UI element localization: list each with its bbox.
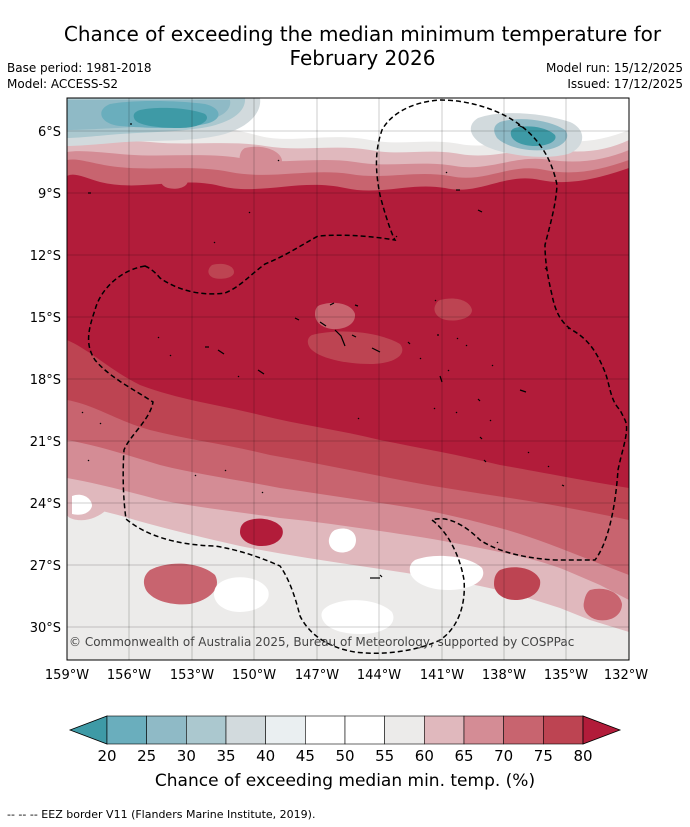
patch-south-75-a (143, 563, 218, 605)
colorbar-segment (265, 715, 306, 745)
patch-south-50-c (321, 600, 394, 634)
lon-tick-147w: 147°W (295, 668, 339, 683)
colorbar-segment (146, 715, 187, 745)
patch-south-80-a (240, 518, 283, 546)
colorbar-segment (384, 715, 425, 745)
lat-tick-24s: 24°S (30, 497, 61, 512)
colorbar-segment (503, 715, 544, 745)
patch-south-75-b (494, 567, 541, 600)
copyright-text: © Commonwealth of Australia 2025, Bureau… (69, 635, 574, 649)
right-metadata: Model run: 15/12/2025 Issued: 17/12/2025 (546, 60, 683, 92)
colorbar-tick-label: 70 (494, 747, 513, 765)
eez-border-west (87, 99, 628, 654)
patch-north-70-e (239, 146, 282, 173)
colorbar-segment (225, 715, 266, 745)
colorbar-tick-label: 40 (256, 747, 275, 765)
lon-tick-141w: 141°W (420, 668, 464, 683)
colorbar-tick-label: 25 (137, 747, 156, 765)
latitude-labels: 6°S 9°S 12°S 15°S 18°S 21°S 24°S 27°S 30… (30, 125, 61, 636)
colorbar (68, 715, 622, 745)
lon-tick-135w: 135°W (544, 668, 588, 683)
contour-north-east-20 (510, 126, 556, 146)
colorbar-segment (106, 715, 147, 745)
title-line-2: February 2026 (289, 46, 436, 70)
contour-north-west-20 (133, 107, 208, 128)
lat-tick-12s: 12°S (30, 249, 61, 264)
colorbar-tick-label: 75 (534, 747, 553, 765)
colorbar-tick-label: 50 (335, 747, 354, 765)
lon-tick-150w: 150°W (232, 668, 276, 683)
patch-south-70-c (583, 588, 622, 621)
map-frame (66, 97, 630, 661)
colorbar-segment (424, 715, 465, 745)
colorbar-extension-low (68, 715, 108, 745)
map-area (67, 98, 629, 660)
contour-south-west-55-blob (72, 494, 92, 515)
colorbar-extension-high (582, 715, 622, 745)
lon-tick-132w: 132°W (604, 668, 648, 683)
colorbar-tick-label: 45 (296, 747, 315, 765)
lon-tick-138w: 138°W (482, 668, 526, 683)
lat-tick-27s: 27°S (30, 559, 61, 574)
lon-tick-159w: 159°W (45, 668, 89, 683)
colorbar-segment (186, 715, 227, 745)
patch-center-75-d (434, 298, 472, 321)
colorbar-segment (305, 715, 346, 745)
lat-tick-21s: 21°S (30, 435, 61, 450)
lat-tick-6s: 6°S (38, 125, 61, 140)
lat-tick-30s: 30°S (30, 621, 61, 636)
model-name: Model: ACCESS-S2 (7, 77, 119, 91)
patch-south-50-a (328, 528, 356, 553)
lat-tick-18s: 18°S (30, 373, 61, 388)
colorbar-tick-label: 20 (97, 747, 116, 765)
colorbar-tick-label: 30 (177, 747, 196, 765)
lon-tick-156w: 156°W (107, 668, 151, 683)
colorbar-segment (543, 715, 584, 745)
colorbar-tick-label: 35 (216, 747, 235, 765)
colorbar-tick-label: 80 (573, 747, 592, 765)
colorbar-label: Chance of exceeding median min. temp. (%… (154, 771, 536, 791)
lon-tick-153w: 153°W (170, 668, 214, 683)
lat-tick-15s: 15°S (30, 311, 61, 326)
eez-legend-footer: -- -- -- EEZ border V11 (Flanders Marine… (7, 808, 316, 821)
colorbar-segment (463, 715, 504, 745)
base-period: Base period: 1981-2018 (7, 61, 152, 75)
left-metadata: Base period: 1981-2018 Model: ACCESS-S2 (7, 60, 152, 92)
patch-south-55-f (133, 635, 213, 660)
lon-tick-144w: 144°W (357, 668, 401, 683)
patch-south-55-e (421, 601, 489, 632)
patch-south-50-b (214, 577, 269, 612)
graticule (67, 98, 629, 660)
colorbar-tick-label: 55 (375, 747, 394, 765)
patch-south-50-d (409, 555, 484, 590)
colorbar-tick-labels: 20 25 30 35 40 45 50 55 60 65 70 75 80 (97, 747, 592, 765)
contour-south-55 (67, 506, 629, 660)
patch-north-70-f (160, 170, 188, 189)
patch-center-75-c (208, 263, 234, 279)
colorbar-tick-label: 60 (415, 747, 434, 765)
lat-tick-9s: 9°S (38, 187, 61, 202)
map-title: Chance of exceeding the median minimum t… (0, 22, 690, 70)
longitude-labels: 159°W 156°W 153°W 150°W 147°W 144°W 141°… (45, 668, 648, 683)
eez-borders (87, 99, 628, 654)
patch-center-75-b (307, 331, 403, 364)
model-run: Model run: 15/12/2025 (545, 61, 683, 75)
title-line-1: Chance of exceeding the median minimum t… (63, 22, 662, 46)
patch-center-70-a (315, 302, 356, 330)
colorbar-segment (344, 715, 385, 745)
colorbar-tick-label: 65 (454, 747, 473, 765)
issued-date: Issued: 17/12/2025 (567, 77, 683, 91)
